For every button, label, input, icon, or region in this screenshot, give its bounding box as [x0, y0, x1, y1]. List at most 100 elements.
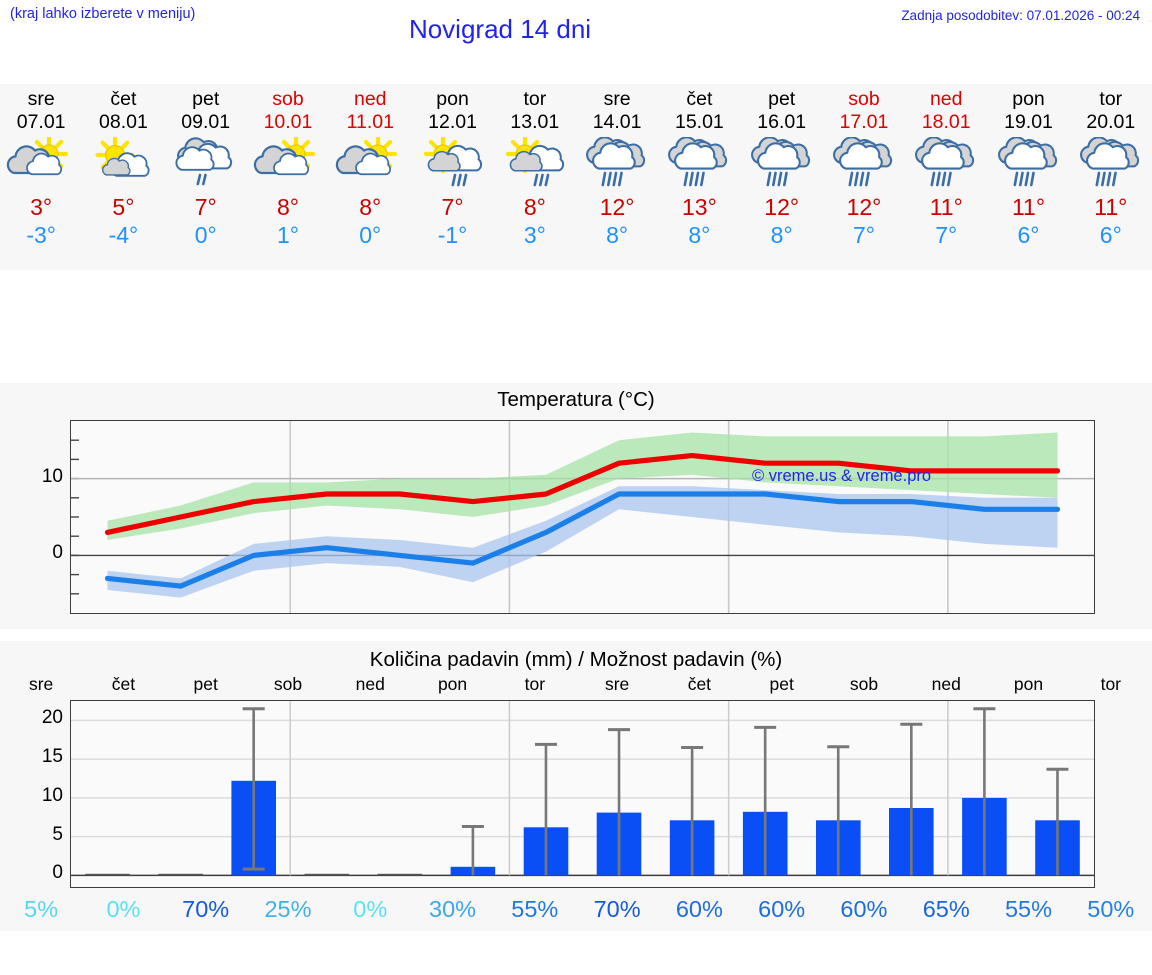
forecast-day-cell[interactable]: ned 11.01 8° 0° [329, 84, 411, 270]
cloud-rain-icon [668, 137, 728, 187]
forecast-temp-max: 7° [441, 194, 464, 220]
weather-icon-wrapper [334, 137, 406, 191]
forecast-day-name: čet [110, 88, 137, 110]
forecast-day-cell[interactable]: čet 08.01 5° -4° [82, 84, 164, 270]
forecast-day-date: 14.01 [592, 111, 642, 133]
forecast-day-cell[interactable]: sre 14.01 12° 8° [576, 84, 658, 270]
precipitation-probability-label: 55% [1004, 896, 1053, 922]
forecast-day-name: pon [1012, 88, 1045, 110]
forecast-day-cell[interactable]: ned 18.01 11° 7° [905, 84, 987, 270]
weather-icon-wrapper [252, 137, 324, 191]
precipitation-plot-area [70, 700, 1095, 888]
precipitation-probability-label: 65% [922, 896, 970, 922]
precipitation-y-label: 0 [52, 862, 63, 884]
forecast-day-name: čet [686, 88, 713, 110]
forecast-day-date: 19.01 [1004, 111, 1053, 133]
forecast-day-date: 18.01 [921, 111, 971, 133]
precipitation-day-labels: sre čet pet sob ned pon tor sre čet pet sob ned pon t… [0, 674, 1152, 698]
forecast-day-date: 20.01 [1086, 111, 1136, 133]
cloud-rain-icon [833, 137, 893, 187]
temperature-chart-title: Temperatura (°C) [497, 388, 655, 411]
precipitation-probability-label: 70% [593, 896, 641, 922]
forecast-day-date: 10.01 [263, 111, 313, 133]
temperature-plot-area [70, 420, 1095, 614]
forecast-day-cell[interactable]: tor 20.01 11° 6° [1070, 84, 1152, 270]
precipitation-probability-label: 25% [264, 896, 312, 922]
forecast-day-name: pet [192, 88, 220, 110]
precipitation-probability-label: 70% [182, 896, 230, 922]
forecast-day-cell[interactable]: pon 19.01 11° 6° [987, 84, 1069, 270]
forecast-day-date: 16.01 [757, 111, 807, 133]
forecast-temp-min: 8° [770, 222, 793, 248]
weather-icon-wrapper [828, 137, 900, 191]
sun-behind-cloud-rain-icon [505, 137, 564, 187]
precipitation-day-label: tor [1100, 674, 1122, 694]
forecast-day-name: ned [929, 88, 963, 110]
forecast-temp-min: -1° [437, 222, 468, 248]
forecast-day-cell[interactable]: sob 10.01 8° 1° [247, 84, 329, 270]
sun-behind-cloud-icon [336, 137, 398, 176]
precipitation-probability-label: 60% [840, 896, 888, 922]
precipitation-probability-label: 60% [675, 896, 723, 922]
menu-hint-text: (kraj lahko izberete v meniju) [10, 6, 196, 22]
forecast-day-date: 15.01 [674, 111, 724, 133]
forecast-day-name: sob [848, 88, 880, 110]
weather-icon-wrapper [910, 137, 982, 191]
weather-icon-wrapper [663, 137, 735, 191]
sun-behind-small-cloud-icon [95, 137, 150, 177]
cloud-rain-icon [586, 137, 646, 187]
forecast-temp-min: 6° [1017, 222, 1040, 248]
forecast-temp-max: 12° [846, 194, 882, 220]
forecast-day-cell[interactable]: čet 15.01 13° 8° [658, 84, 740, 270]
forecast-day-cell[interactable]: pon 12.01 7° -1° [411, 84, 493, 270]
sun-behind-cloud-icon [253, 137, 316, 176]
forecast-temp-min: 0° [359, 222, 382, 248]
cloud-light-rain-icon [175, 137, 232, 186]
forecast-day-cell[interactable]: pet 09.01 7° 0° [165, 84, 247, 270]
forecast-day-name: pon [436, 88, 469, 110]
forecast-day-name: sre [27, 88, 55, 110]
copyright-watermark: © vreme.us & vreme.pro [752, 467, 932, 485]
precipitation-y-label: 5 [52, 823, 63, 845]
forecast-temp-max: 13° [682, 194, 717, 220]
precipitation-probability-label: 50% [1087, 896, 1135, 922]
forecast-day-cell[interactable]: sre 07.01 3° -3° [0, 84, 82, 270]
forecast-day-name: tor [1099, 88, 1123, 110]
precipitation-y-label: 20 [41, 707, 63, 729]
precipitation-day-label: ned [355, 674, 385, 694]
precipitation-chart-title: Količina padavin (mm) / Možnost padavin … [369, 648, 783, 671]
temp-range-band-1 [107, 486, 1058, 598]
forecast-temp-max: 8° [359, 194, 382, 220]
forecast-temp-max: 3° [30, 194, 53, 220]
forecast-day-name: sre [603, 88, 631, 110]
precipitation-y-label: 15 [41, 746, 63, 768]
precipitation-day-label: sre [28, 674, 54, 694]
weather-icon-wrapper [170, 137, 242, 191]
forecast-temp-min: 7° [935, 222, 958, 248]
precipitation-probability-label: 30% [429, 896, 477, 922]
weather-icon-wrapper [87, 137, 159, 191]
weather-icon-wrapper [417, 137, 489, 191]
weather-icon-wrapper [1075, 137, 1147, 191]
forecast-temp-max: 11° [1094, 194, 1128, 220]
forecast-day-cell[interactable]: pet 16.01 12° 8° [741, 84, 823, 270]
cloud-rain-icon [997, 137, 1057, 187]
forecast-day-date: 08.01 [99, 111, 148, 133]
daily-forecast-list: sre 07.01 3° -3° čet 08.01 5° -4° pet 09.01 7° 0° so… [0, 84, 1152, 270]
precipitation-probability-label: 60% [758, 896, 806, 922]
precipitation-day-label: ned [931, 674, 961, 694]
forecast-day-cell[interactable]: sob 17.01 12° 7° [823, 84, 905, 270]
precipitation-day-label: sre [604, 674, 630, 694]
temp-range-band-0 [107, 432, 1058, 540]
forecast-day-cell[interactable]: tor 13.01 8° 3° [494, 84, 576, 270]
precipitation-day-label: sob [849, 674, 879, 694]
daily-forecast-strip: sre 07.01 3° -3° čet 08.01 5° -4° pet 09.01 7° 0° so… [0, 84, 1152, 270]
precipitation-probability-label: 55% [511, 896, 559, 922]
precipitation-day-label: sob [273, 674, 303, 694]
page-title: Novigrad 14 dni [408, 14, 592, 44]
forecast-day-date: 13.01 [510, 111, 560, 133]
temp-series-line-0 [104, 453, 1061, 535]
forecast-temp-min: 1° [276, 222, 299, 248]
temperature-y-label: 10 [41, 465, 63, 487]
